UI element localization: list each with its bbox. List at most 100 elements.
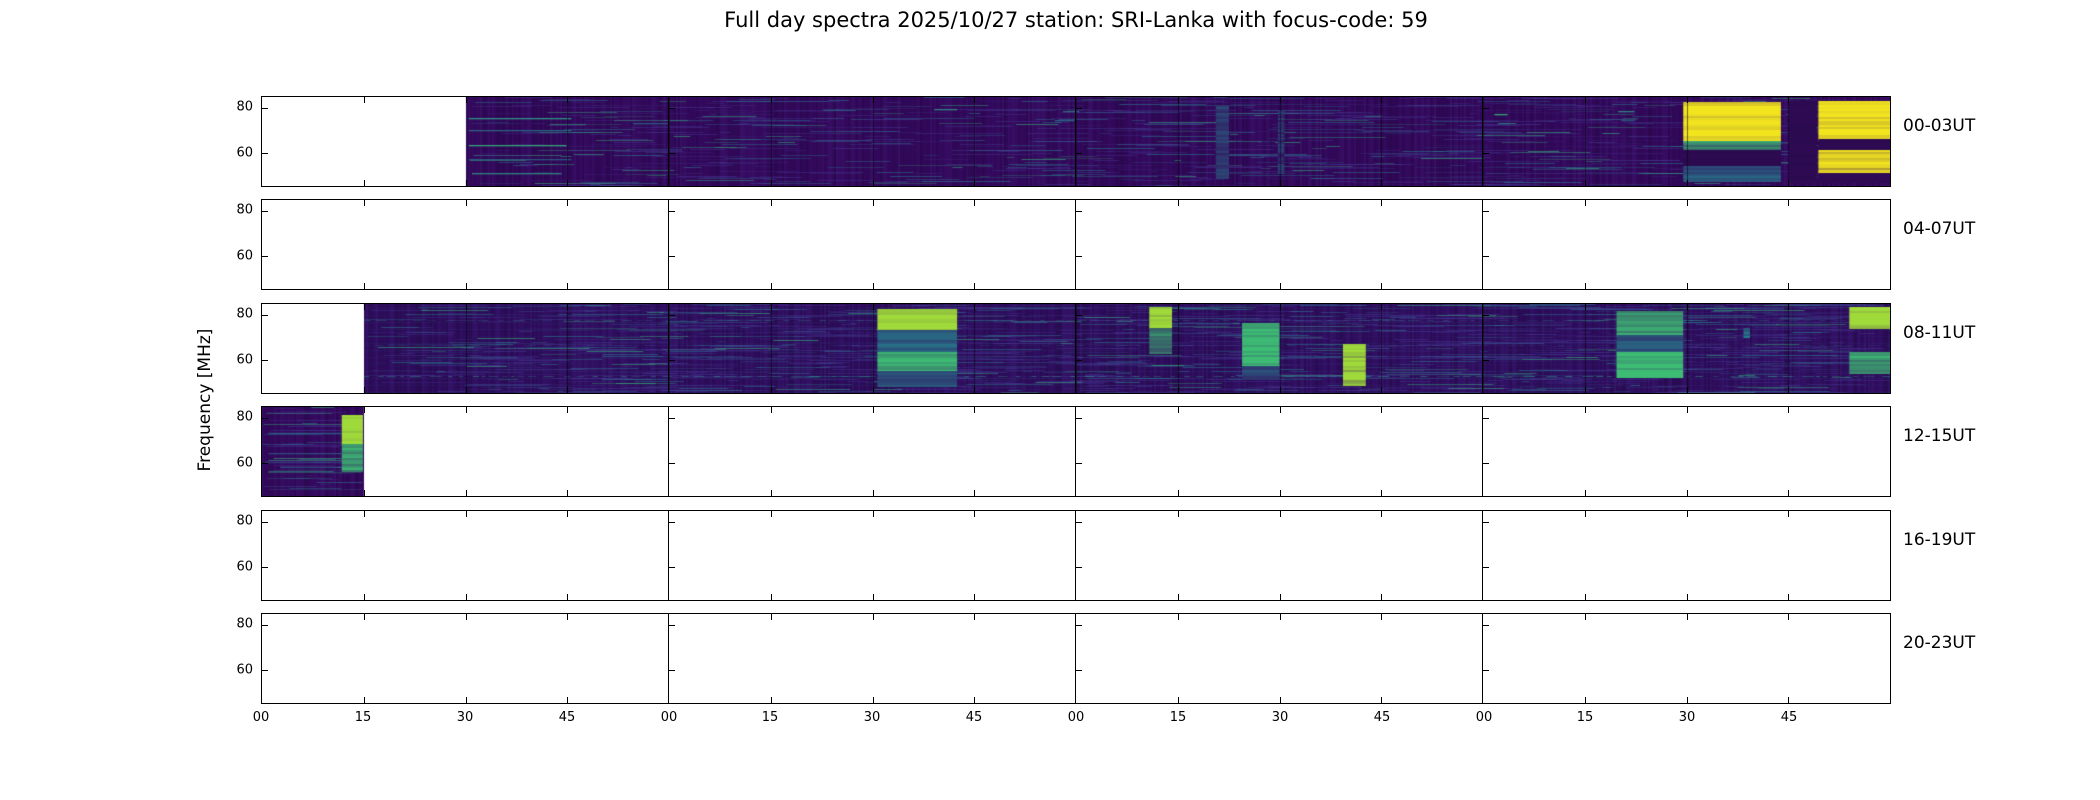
- x-tick: [1585, 697, 1586, 703]
- x-tick: [466, 594, 467, 600]
- x-tick: [1381, 697, 1382, 703]
- y-tick: [262, 625, 268, 626]
- x-tick: [873, 304, 874, 310]
- hour-cell: [669, 614, 1076, 703]
- x-tick: [466, 283, 467, 289]
- x-tick: [567, 180, 568, 186]
- x-tick: [1788, 614, 1789, 620]
- x-tick: [1178, 511, 1179, 517]
- hour-cell: [669, 511, 1076, 600]
- y-tick: [1076, 153, 1082, 154]
- x-tick: [1687, 490, 1688, 496]
- x-tick-label: 30: [863, 710, 881, 725]
- x-tick: [1178, 180, 1179, 186]
- y-tick-label: 60: [236, 559, 253, 575]
- y-tick: [1483, 256, 1489, 257]
- x-tick: [1687, 283, 1688, 289]
- x-tick: [1585, 283, 1586, 289]
- x-tick: [1381, 180, 1382, 186]
- spectrogram-row-00-03UT: [261, 96, 1891, 187]
- x-tick: [1788, 97, 1789, 103]
- x-tick: [771, 407, 772, 413]
- x-tick: [466, 97, 467, 103]
- x-tick: [873, 387, 874, 393]
- x-tick: [466, 697, 467, 703]
- x-tick-label: 45: [558, 710, 576, 725]
- x-tick-label: 30: [1678, 710, 1696, 725]
- x-tick: [974, 407, 975, 413]
- y-tick: [262, 108, 268, 109]
- y-tick: [1076, 256, 1082, 257]
- x-tick-label: 00: [660, 710, 678, 725]
- x-tick: [1381, 594, 1382, 600]
- x-tick: [771, 304, 772, 310]
- hour-cell: [1076, 304, 1483, 393]
- x-tick: [1280, 304, 1281, 310]
- y-tick: [262, 256, 268, 257]
- hour-cell: [1483, 97, 1890, 186]
- x-tick: [1178, 304, 1179, 310]
- x-tick: [1788, 594, 1789, 600]
- x-tick: [567, 594, 568, 600]
- x-tick: [1381, 490, 1382, 496]
- x-tick: [1280, 614, 1281, 620]
- x-tick: [771, 97, 772, 103]
- x-tick: [364, 697, 365, 703]
- x-tick: [1585, 200, 1586, 206]
- spectrogram-canvas: [262, 200, 1890, 289]
- x-tick: [873, 283, 874, 289]
- x-tick: [1178, 97, 1179, 103]
- hour-cell: [1483, 614, 1890, 703]
- y-tick: [669, 670, 675, 671]
- hour-cell: [262, 200, 669, 289]
- x-tick: [567, 490, 568, 496]
- x-tick: [1687, 180, 1688, 186]
- x-tick: [567, 304, 568, 310]
- y-tick: [1483, 625, 1489, 626]
- x-tick: [1687, 407, 1688, 413]
- hour-cell: [1076, 97, 1483, 186]
- y-tick: [262, 360, 268, 361]
- x-tick-label: 15: [761, 710, 779, 725]
- y-tick: [262, 153, 268, 154]
- spectrogram-canvas: [262, 511, 1890, 600]
- x-tick: [974, 283, 975, 289]
- x-tick: [974, 614, 975, 620]
- x-tick: [1585, 180, 1586, 186]
- hour-cell: [1076, 407, 1483, 496]
- y-tick-label: 80: [236, 306, 253, 322]
- x-tick: [1687, 304, 1688, 310]
- x-tick: [1585, 97, 1586, 103]
- y-tick: [669, 211, 675, 212]
- y-tick: [1076, 418, 1082, 419]
- panel-time-label: 04-07UT: [1903, 219, 1976, 239]
- y-tick-label: 60: [236, 248, 253, 264]
- y-tick: [669, 567, 675, 568]
- y-tick-label: 80: [236, 513, 253, 529]
- y-tick: [669, 625, 675, 626]
- x-tick: [364, 614, 365, 620]
- x-tick: [1280, 200, 1281, 206]
- x-tick: [771, 180, 772, 186]
- x-tick: [466, 387, 467, 393]
- y-tick-label: 60: [236, 455, 253, 471]
- y-tick: [669, 315, 675, 316]
- x-tick: [873, 614, 874, 620]
- y-tick: [262, 463, 268, 464]
- x-tick: [1381, 304, 1382, 310]
- y-tick: [1483, 522, 1489, 523]
- y-tick: [1076, 670, 1082, 671]
- x-tick: [1178, 490, 1179, 496]
- y-tick-label: 60: [236, 662, 253, 678]
- x-tick: [1178, 407, 1179, 413]
- x-tick: [1280, 387, 1281, 393]
- x-tick-label: 30: [456, 710, 474, 725]
- spectrogram-row-12-15UT: [261, 406, 1891, 497]
- x-tick: [567, 697, 568, 703]
- x-tick: [974, 304, 975, 310]
- x-tick: [771, 697, 772, 703]
- y-tick: [1076, 522, 1082, 523]
- x-tick: [1788, 200, 1789, 206]
- x-tick-label: 45: [1373, 710, 1391, 725]
- spectrogram-canvas: [262, 97, 1890, 186]
